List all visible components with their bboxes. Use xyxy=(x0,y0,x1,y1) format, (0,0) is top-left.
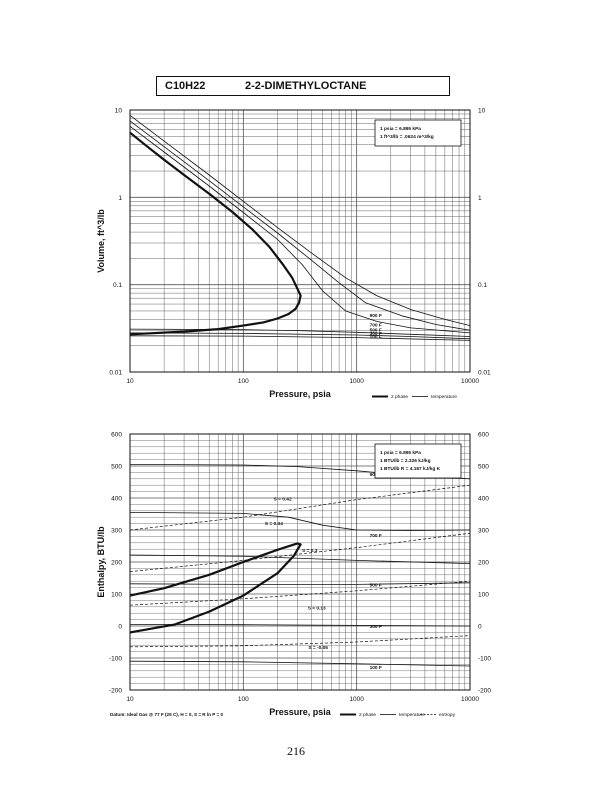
y-tick-label-right: -100 xyxy=(478,656,491,663)
y-tick-label-right: 0.1 xyxy=(478,282,487,289)
y-tick-label-right: 10 xyxy=(478,108,486,115)
y-tick-label-left: 0.01 xyxy=(109,370,122,377)
temperature-curve xyxy=(129,328,471,337)
temperature-curve xyxy=(129,554,471,564)
temperature-curve xyxy=(129,582,471,585)
temperature-curve xyxy=(129,660,471,667)
isotherm-label: 700 F xyxy=(370,322,382,328)
x-tick-label: 10 xyxy=(126,696,134,703)
page-number: 216 xyxy=(287,744,305,758)
entropy-label: S = 0.13 xyxy=(308,605,326,611)
temperature-curve xyxy=(129,335,471,341)
units-note-line: 1 BTU/lb = 2.326 kJ/kg xyxy=(380,458,431,464)
isotherm-label: 300 F xyxy=(370,624,382,630)
y-tick-label-left: 200 xyxy=(111,560,122,567)
units-note-box xyxy=(374,443,462,479)
entropy-label: S = 0.34 xyxy=(265,521,283,527)
y-axis-label: Volume, ft^3/lb xyxy=(96,209,106,273)
y-tick-label-right: 1 xyxy=(478,195,482,202)
legend-label: temperature xyxy=(431,394,457,400)
y-tick-label-left: 10 xyxy=(115,108,123,115)
y-tick-label-left: 0.1 xyxy=(113,282,122,289)
y-tick-label-right: 600 xyxy=(478,432,489,439)
y-tick-label-right: 200 xyxy=(478,560,489,567)
units-note-line: 1 psia = 6.895 kPa xyxy=(380,126,421,132)
y-tick-label-left: 300 xyxy=(111,528,122,535)
y-tick-label-left: 1 xyxy=(118,195,122,202)
y-tick-label-right: 0 xyxy=(478,624,482,631)
temperature-curve xyxy=(129,120,471,331)
legend-label: 2 phase xyxy=(359,712,376,718)
compound-name: 2-2-DIMETHYLOCTANE xyxy=(245,80,367,92)
temperature-curve xyxy=(129,512,471,531)
entropy-curve xyxy=(129,635,471,648)
isotherm-label: 500 F xyxy=(370,582,382,588)
isotherm-label: 900 F xyxy=(370,313,382,319)
x-tick-label: 1000 xyxy=(349,696,364,703)
y-tick-label-left: 0 xyxy=(118,624,122,631)
entropy-label: S = 0.3 xyxy=(302,548,318,554)
y-tick-label-left: 600 xyxy=(111,432,122,439)
entropy-curve xyxy=(129,532,471,572)
chart-title-box: C10H22 2-2-DIMETHYLOCTANE xyxy=(156,76,450,96)
x-tick-label: 10 xyxy=(126,378,134,385)
entropy-label: S = 0.42 xyxy=(274,497,292,503)
y-tick-label-left: -200 xyxy=(109,688,122,695)
y-tick-label-left: 100 xyxy=(111,592,122,599)
x-tick-label: 100 xyxy=(238,696,249,703)
isotherm-label: 500 F xyxy=(370,328,382,334)
isotherm-label: 300 F xyxy=(370,331,382,337)
entropy-curve xyxy=(129,580,471,606)
y-axis-label: Enthalpy, BTU/lb xyxy=(96,526,106,598)
temperature-curve xyxy=(129,114,471,326)
y-tick-label-right: 0.01 xyxy=(478,370,491,377)
y-tick-label-right: 400 xyxy=(478,496,489,503)
x-tick-label: 10000 xyxy=(461,378,479,385)
plot-frame xyxy=(129,433,471,691)
legend-label: entropy xyxy=(439,712,456,718)
isotherm-label: 100 F xyxy=(370,334,382,340)
isotherm-label: 700 F xyxy=(370,533,382,539)
y-tick-label-right: 500 xyxy=(478,464,489,471)
y-tick-label-left: -100 xyxy=(109,656,122,663)
datum-footnote: Datum: Ideal Gas @ 77 F (25 C), H = 0, S… xyxy=(110,712,223,717)
y-tick-label-right: 100 xyxy=(478,592,489,599)
compound-formula: C10H22 xyxy=(165,80,206,92)
x-tick-label: 10000 xyxy=(461,696,479,703)
units-note-line: 1 ft^3/lb = .0624 m^3/kg xyxy=(380,134,434,140)
entropy-label: S = -0.05 xyxy=(308,645,328,651)
units-note-box xyxy=(374,119,462,147)
x-axis-label: Pressure, psia xyxy=(269,389,332,399)
legend-label: 2 phase xyxy=(391,394,408,400)
x-axis-label: Pressure, psia xyxy=(269,707,332,717)
2phase-curve xyxy=(129,131,302,336)
2phase-curve xyxy=(129,542,302,634)
temperature-curve xyxy=(129,125,471,334)
temperature-curve xyxy=(129,332,471,340)
plot-frame xyxy=(129,109,471,373)
x-tick-label: 100 xyxy=(238,378,249,385)
units-note-line: 1 BTU/lb R = 4.187 kJ/kg K xyxy=(380,466,441,472)
isotherm-label: 100 F xyxy=(370,665,382,671)
x-tick-label: 1000 xyxy=(349,378,364,385)
entropy-curve xyxy=(129,484,471,531)
y-tick-label-left: 400 xyxy=(111,496,122,503)
units-note-line: 1 psia = 6.895 kPa xyxy=(380,450,421,456)
temperature-curve xyxy=(129,624,471,627)
y-tick-label-right: 300 xyxy=(478,528,489,535)
y-tick-label-right: -200 xyxy=(478,688,491,695)
legend-label: temperature xyxy=(399,712,425,718)
y-tick-label-left: 500 xyxy=(111,464,122,471)
